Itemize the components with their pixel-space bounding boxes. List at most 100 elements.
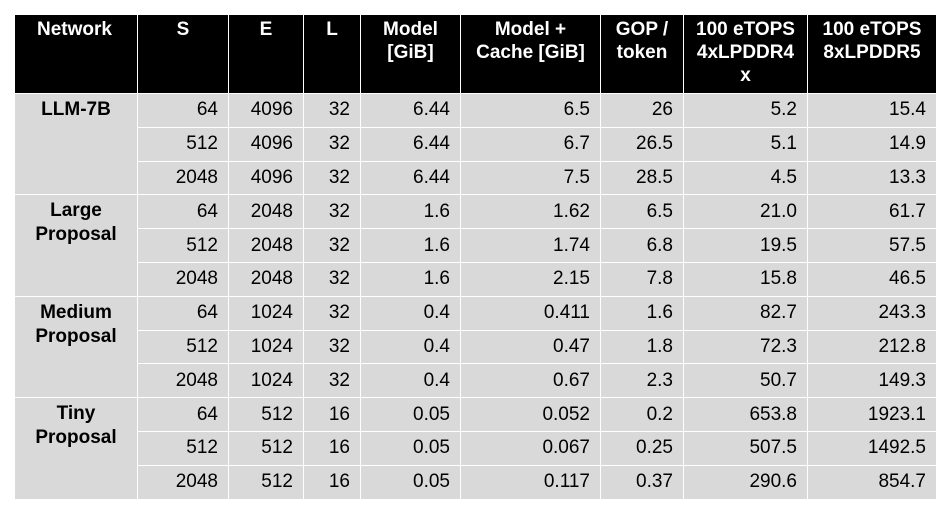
cell-model-gib: 6.44: [360, 93, 461, 128]
cell-l: 16: [303, 397, 361, 432]
cell-model-gib: 0.4: [360, 295, 461, 331]
cell-gop-per-token: 26.5: [600, 126, 684, 162]
cell-s: 2048: [137, 363, 229, 399]
cell-model-cache-gib: 0.052: [460, 397, 601, 432]
cell-lpddr5-tput: 46.5: [807, 261, 937, 297]
network-name-cell: Medium Proposal: [14, 295, 138, 399]
cell-e: 512: [228, 397, 304, 432]
cell-model-cache-gib: 6.5: [460, 93, 601, 128]
cell-lpddr4-tput: 21.0: [683, 194, 808, 230]
cell-l: 16: [303, 464, 361, 500]
network-name-cell: Tiny Proposal: [14, 397, 138, 500]
cell-gop-per-token: 6.5: [600, 194, 684, 230]
header-lpddr4: 100 eTOPS 4xLPDDR4 x: [683, 14, 808, 94]
cell-lpddr4-tput: 50.7: [683, 363, 808, 399]
network-name-cell: Large Proposal: [14, 194, 138, 297]
header-l: L: [303, 14, 361, 94]
cell-model-gib: 0.4: [360, 329, 461, 365]
cell-lpddr4-tput: 5.2: [683, 93, 808, 128]
cell-s: 64: [137, 397, 229, 432]
cell-model-cache-gib: 0.411: [460, 295, 601, 331]
cell-gop-per-token: 7.8: [600, 261, 684, 297]
cell-model-cache-gib: 1.62: [460, 194, 601, 230]
results-table-container: Network S E L Model [GiB] Model + Cache …: [14, 14, 937, 500]
table-row: 512 2048 32 1.6 1.74 6.8 19.5 57.5: [15, 228, 937, 263]
cell-s: 64: [137, 93, 229, 128]
cell-e: 4096: [228, 126, 304, 162]
cell-model-cache-gib: 2.15: [460, 261, 601, 297]
cell-e: 1024: [228, 329, 304, 365]
cell-model-gib: 1.6: [360, 228, 461, 263]
cell-l: 32: [303, 194, 361, 230]
cell-model-gib: 6.44: [360, 160, 461, 196]
cell-e: 2048: [228, 228, 304, 263]
cell-lpddr4-tput: 15.8: [683, 261, 808, 297]
cell-gop-per-token: 6.8: [600, 228, 684, 263]
header-model-gib: Model [GiB]: [360, 14, 461, 94]
cell-l: 32: [303, 261, 361, 297]
cell-lpddr4-tput: 507.5: [683, 430, 808, 466]
table-body: LLM-7B 64 4096 32 6.44 6.5 26 5.2 15.4 512 4096 32 6…: [14, 92, 937, 500]
cell-lpddr5-tput: 61.7: [807, 194, 937, 230]
cell-e: 512: [228, 430, 304, 466]
table-row: Tiny Proposal 64 512 16 0.05 0.052 0.2 653.8 192…: [14, 397, 937, 500]
cell-model-gib: 0.05: [360, 430, 461, 466]
cell-s: 512: [137, 329, 229, 365]
cell-s: 512: [137, 228, 229, 263]
cell-e: 512: [228, 464, 304, 500]
cell-s: 2048: [137, 464, 229, 500]
header-lpddr5: 100 eTOPS 8xLPDDR5: [807, 14, 937, 94]
cell-gop-per-token: 0.37: [600, 464, 684, 500]
cell-model-cache-gib: 0.117: [460, 464, 601, 500]
table-row: 512 1024 32 0.4 0.47 1.8 72.3 212.8: [15, 329, 937, 365]
cell-gop-per-token: 1.6: [600, 295, 684, 331]
cell-model-cache-gib: 1.74: [460, 228, 601, 263]
cell-lpddr5-tput: 1923.1: [807, 397, 937, 432]
cell-e: 2048: [228, 261, 304, 297]
cell-lpddr4-tput: 5.1: [683, 126, 808, 162]
cell-lpddr4-tput: 653.8: [683, 397, 808, 432]
header-gop-per-token: GOP / token: [600, 14, 684, 94]
cell-model-gib: 1.6: [360, 194, 461, 230]
cell-lpddr5-tput: 243.3: [807, 295, 937, 331]
cell-e: 4096: [228, 93, 304, 128]
table-row: 512 4096 32 6.44 6.7 26.5 5.1 14.9: [15, 126, 937, 162]
cell-model-gib: 1.6: [360, 261, 461, 297]
cell-model-cache-gib: 0.67: [460, 363, 601, 399]
cell-model-gib: 6.44: [360, 126, 461, 162]
cell-l: 32: [303, 93, 361, 128]
cell-gop-per-token: 28.5: [600, 160, 684, 196]
table-row: 2048 4096 32 6.44 7.5 28.5 4.5 13.3: [15, 160, 937, 196]
cell-e: 2048: [228, 194, 304, 230]
cell-l: 32: [303, 160, 361, 196]
cell-model-gib: 0.4: [360, 363, 461, 399]
cell-l: 32: [303, 295, 361, 331]
table-row: 512 512 16 0.05 0.067 0.25 507.5 1492.5: [15, 430, 937, 466]
cell-lpddr5-tput: 15.4: [807, 93, 937, 128]
cell-s: 64: [137, 194, 229, 230]
cell-model-cache-gib: 0.067: [460, 430, 601, 466]
header-s: S: [137, 14, 229, 94]
table-row: LLM-7B 64 4096 32 6.44 6.5 26 5.2 15.4: [14, 92, 937, 196]
cell-lpddr5-tput: 13.3: [807, 160, 937, 196]
cell-model-gib: 0.05: [360, 464, 461, 500]
network-name-cell: LLM-7B: [14, 92, 138, 196]
table-header: Network S E L Model [GiB] Model + Cache …: [14, 14, 937, 94]
cell-gop-per-token: 2.3: [600, 363, 684, 399]
cell-l: 32: [303, 126, 361, 162]
cell-s: 2048: [137, 160, 229, 196]
cell-e: 4096: [228, 160, 304, 196]
table-row: Large Proposal 64 2048 32 1.6 1.62 6.5 21.0 61.7: [14, 194, 937, 297]
cell-lpddr5-tput: 1492.5: [807, 430, 937, 466]
header-network: Network: [14, 14, 138, 94]
cell-lpddr5-tput: 149.3: [807, 363, 937, 399]
results-table: Network S E L Model [GiB] Model + Cache …: [14, 14, 937, 500]
cell-s: 64: [137, 295, 229, 331]
table-row: 2048 1024 32 0.4 0.67 2.3 50.7 149.3: [15, 363, 937, 399]
header-row: Network S E L Model [GiB] Model + Cache …: [14, 14, 937, 94]
cell-e: 1024: [228, 363, 304, 399]
cell-gop-per-token: 26: [600, 93, 684, 128]
cell-l: 32: [303, 329, 361, 365]
cell-model-cache-gib: 0.47: [460, 329, 601, 365]
cell-s: 512: [137, 126, 229, 162]
